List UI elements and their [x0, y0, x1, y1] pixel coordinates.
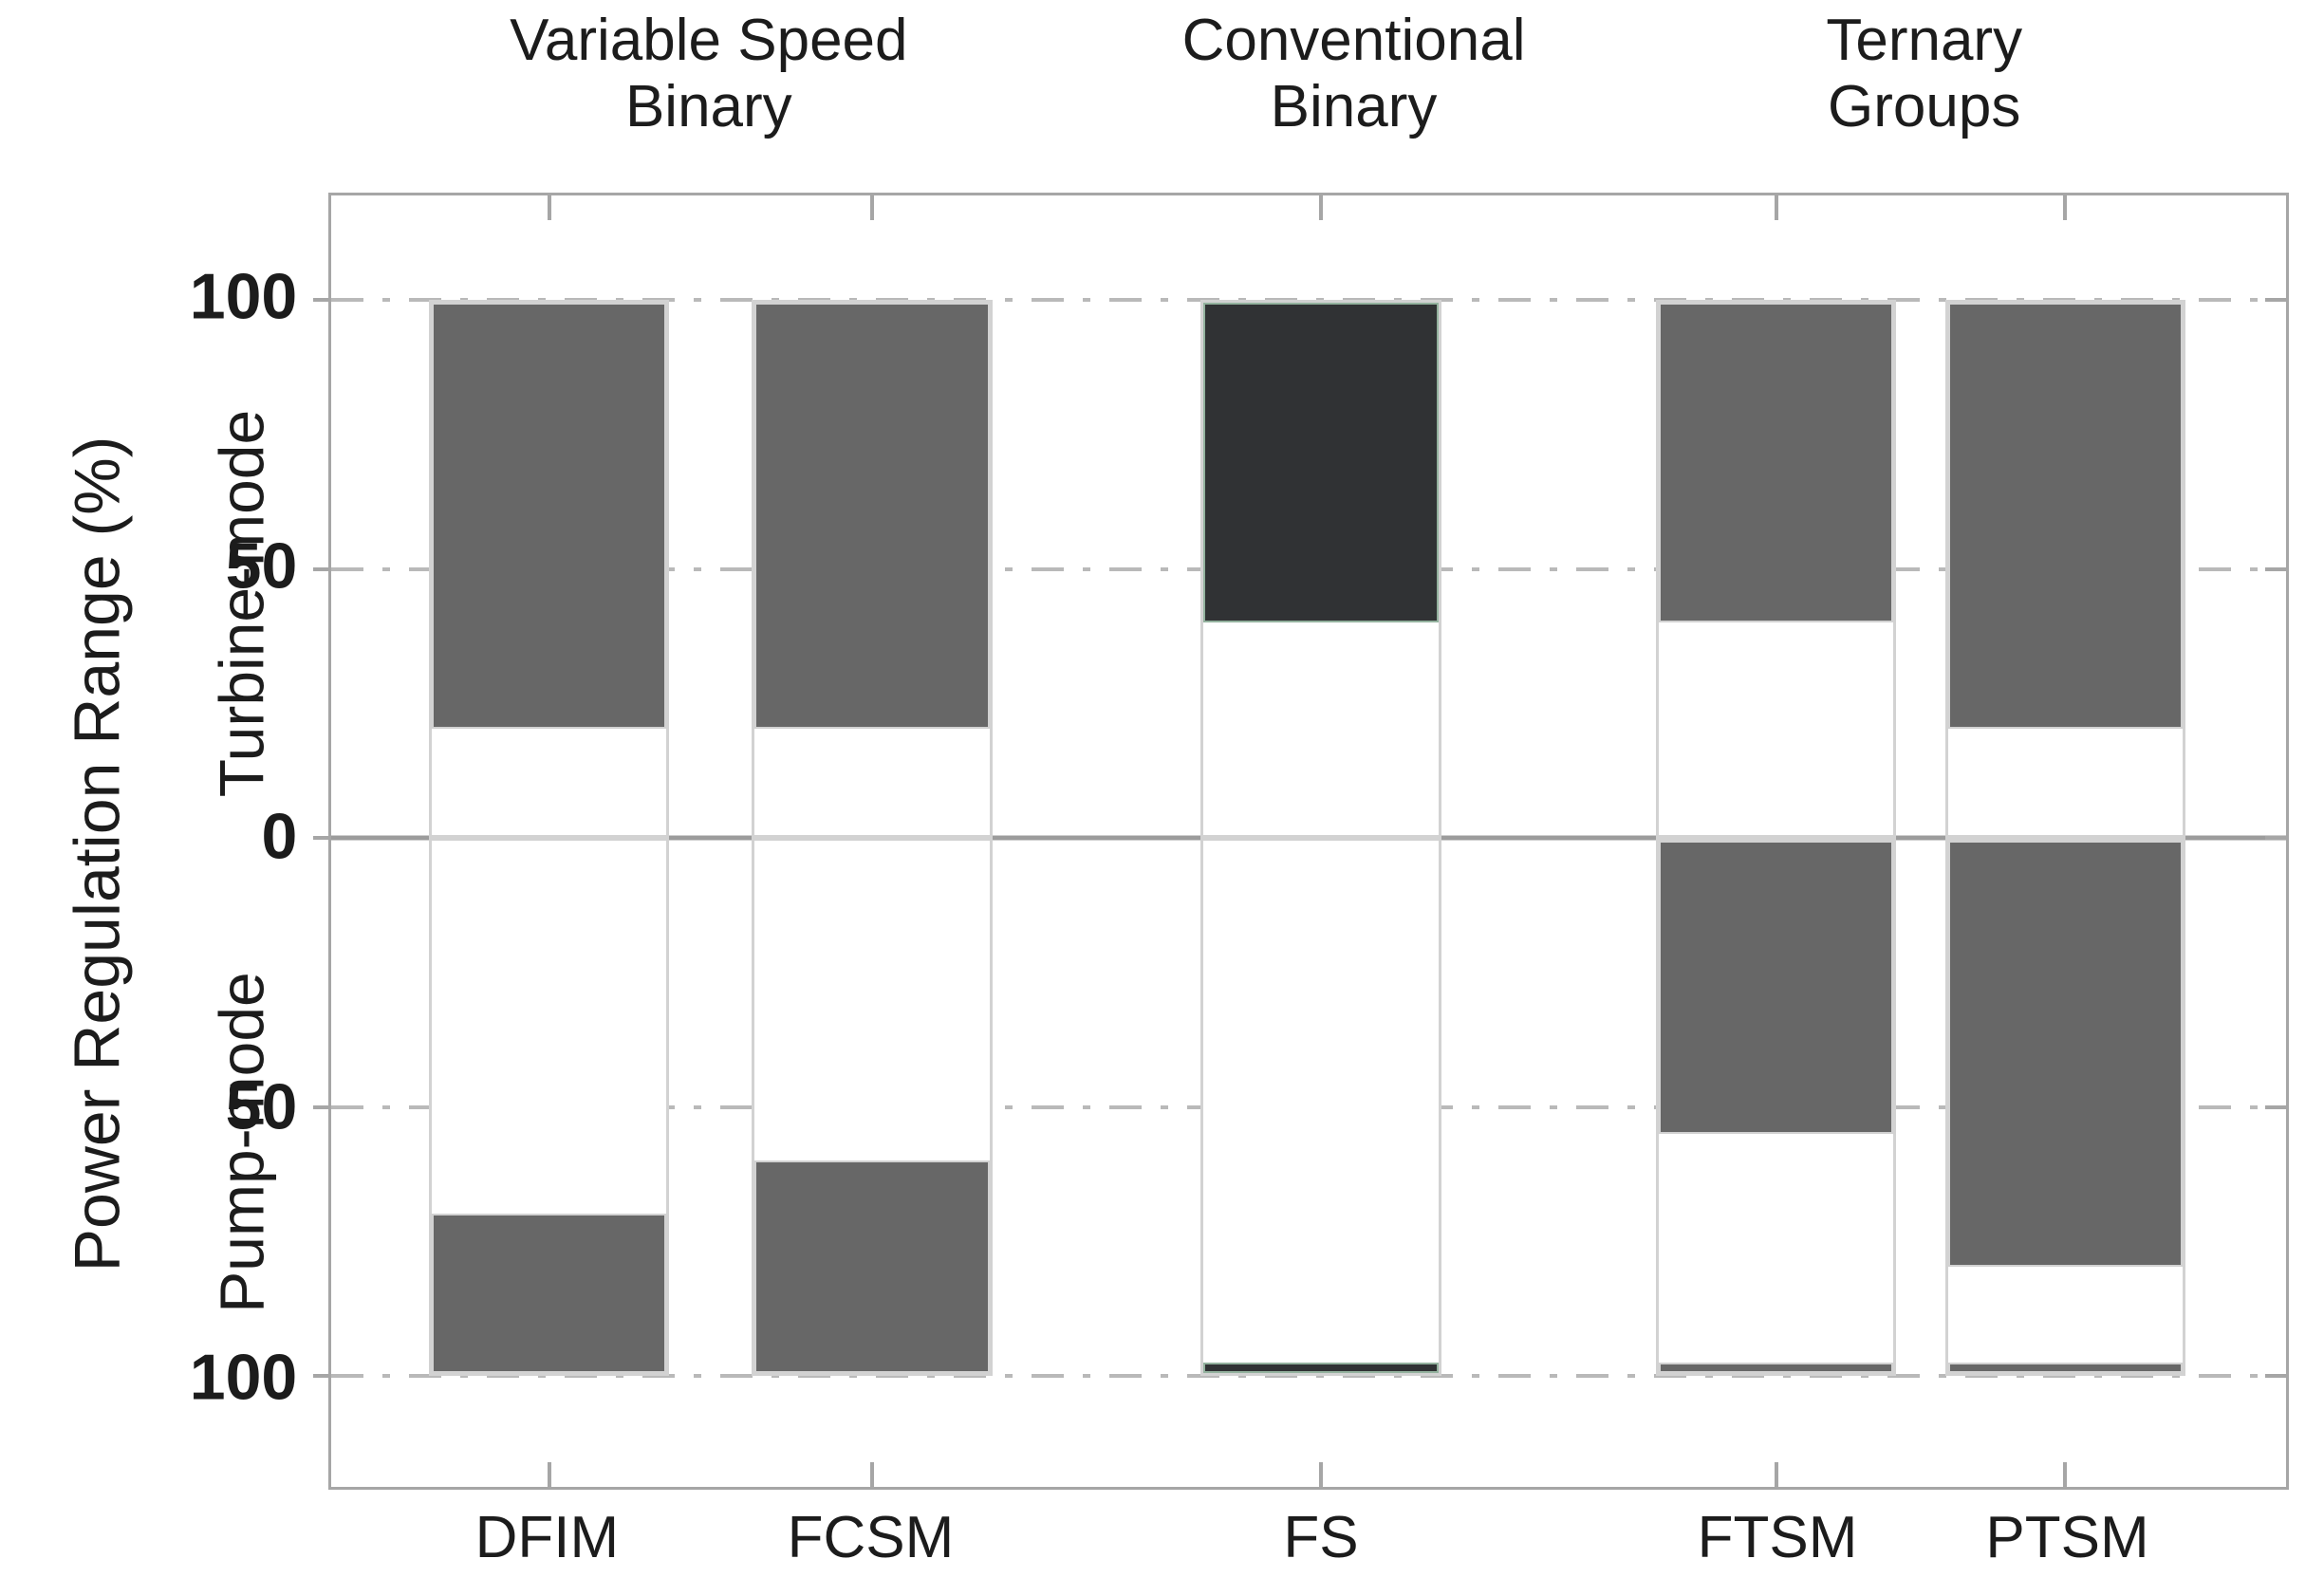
x-tick-bottom: [1318, 1461, 1323, 1487]
x-category-label: DFIM: [474, 1505, 620, 1571]
y-tick-right: [2265, 1104, 2286, 1109]
bar-fs-turbine: [1200, 300, 1441, 839]
bar-fcsm-pump-range: [754, 1160, 990, 1374]
y-tick-label: 50: [225, 1070, 298, 1143]
x-tick-top: [2063, 195, 2068, 221]
y-tick-left: [313, 1374, 329, 1379]
x-tick-bottom: [2063, 1461, 2068, 1487]
y-tick-right: [2265, 836, 2286, 841]
bar-ftsm-pump-range: [1658, 1362, 1894, 1374]
bar-ftsm-pump-range: [1658, 841, 1894, 1134]
bar-ftsm-turbine: [1655, 300, 1897, 839]
y-tick-right: [2265, 298, 2286, 303]
bar-dfim-turbine: [429, 300, 670, 839]
x-category-label: FS: [1283, 1505, 1359, 1571]
bar-dfim-pump-range: [432, 1213, 667, 1374]
y-axis-tick-labels: 100 50 0 50 100: [0, 193, 307, 1490]
bar-ftsm-turbine-range: [1658, 303, 1894, 622]
x-axis-labels: DFIM FCSM FS FTSM PTSM: [328, 1498, 2289, 1584]
x-tick-top: [1774, 195, 1778, 221]
x-tick-top: [547, 195, 551, 221]
bar-ftsm-pump: [1655, 838, 1897, 1377]
y-tick-left: [313, 298, 329, 303]
bar-ptsm-pump: [1944, 838, 2185, 1377]
bar-dfim-turbine-range: [432, 303, 667, 729]
y-tick-label: 100: [189, 259, 298, 332]
y-tick-label: 100: [189, 1341, 298, 1414]
bar-ptsm-turbine-range: [1947, 303, 2183, 729]
x-tick-bottom: [869, 1461, 874, 1487]
bar-fs-pump-range: [1203, 1362, 1439, 1374]
group-header: Conventional Binary: [1181, 8, 1526, 140]
x-tick-bottom: [547, 1461, 551, 1487]
y-tick-label: 50: [225, 529, 298, 603]
y-tick-label: 0: [261, 800, 298, 873]
plot-area: [313, 193, 2289, 1490]
y-tick-right: [2265, 566, 2286, 571]
y-tick-left: [313, 836, 329, 841]
group-headers: Variable Speed Binary Conventional Binary…: [328, 8, 2289, 188]
bar-ptsm-turbine: [1944, 300, 2185, 839]
bar-fcsm-turbine: [752, 300, 993, 839]
y-tick-left: [313, 1104, 329, 1109]
x-tick-bottom: [1774, 1461, 1778, 1487]
bar-ptsm-pump-range: [1947, 1362, 2183, 1374]
x-tick-top: [1318, 195, 1323, 221]
y-tick-left: [313, 566, 329, 571]
dashdot-gridline: [331, 1374, 2286, 1379]
y-tick-right: [2265, 1374, 2286, 1379]
bar-dfim-pump: [429, 838, 670, 1377]
group-header: Ternary Groups: [1826, 8, 2023, 140]
x-category-label: FTSM: [1697, 1505, 1858, 1571]
bar-fs-turbine-range: [1203, 303, 1439, 622]
bar-fcsm-turbine-range: [754, 303, 990, 729]
x-category-label: FCSM: [787, 1505, 955, 1571]
group-header: Variable Speed Binary: [510, 8, 908, 140]
bar-fcsm-pump: [752, 838, 993, 1377]
bar-fs-pump: [1200, 838, 1441, 1377]
bar-ptsm-pump-range: [1947, 841, 2183, 1267]
x-category-label: PTSM: [1985, 1505, 2149, 1571]
x-tick-top: [869, 195, 874, 221]
